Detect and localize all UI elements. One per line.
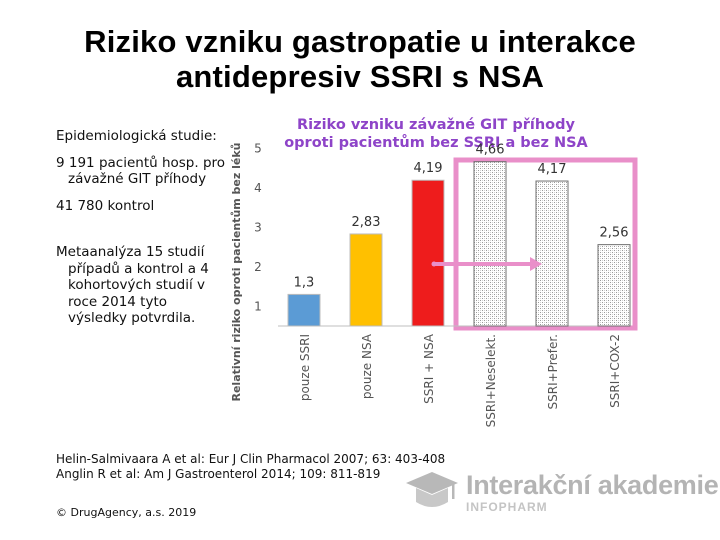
study-text-3: 41 780 kontrol: [56, 197, 155, 214]
risk-bar-chart: Riziko vzniku závažné GIT příhody oproti…: [230, 117, 638, 427]
y-tick-label: 3: [254, 220, 262, 234]
bar-5: [597, 244, 631, 327]
x-category-label: SSRI+Neselekt.: [484, 334, 498, 427]
page-title: Riziko vzniku gastropatie u interakce an…: [20, 24, 700, 94]
reference-1: Helin-Salmivaara A et al: Eur J Clin Pha…: [56, 452, 446, 466]
logo-title: Interakční akademie: [466, 470, 719, 500]
x-category-label: pouze NSA: [360, 333, 374, 399]
references: Helin-Salmivaara A et al: Eur J Clin Pha…: [56, 452, 445, 481]
chart-title-line-1: Riziko vzniku závažné GIT příhody: [297, 117, 576, 133]
title-line-1: Riziko vzniku gastropatie u interakce: [84, 24, 636, 59]
copyright: © DrugAgency, a.s. 2019: [56, 506, 197, 519]
y-tick-label: 2: [254, 260, 262, 274]
bar-value-label: 4,17: [538, 162, 567, 177]
study-text-2: 9 191 pacientů hosp. pro závažné GIT pří…: [56, 154, 226, 188]
comparison-arrow: [431, 257, 542, 271]
bar-0: [287, 293, 321, 327]
bar-value-label: 4,66: [476, 143, 505, 158]
bar-1: [349, 233, 383, 327]
x-category-label: SSRI + NSA: [422, 333, 436, 404]
highlight-box: [453, 157, 638, 331]
y-tick-label: 4: [254, 181, 262, 195]
logo: Interakční akademie INFOPHARM: [402, 466, 719, 516]
study-text-1: Epidemiologická studie:: [56, 128, 217, 144]
bar-value-label: 1,3: [294, 275, 315, 290]
y-axis-label: Relativní riziko oproti pacientům bez lé…: [230, 142, 243, 401]
x-category-label: SSRI+COX-2: [608, 334, 622, 408]
bar-value-label: 2,56: [600, 226, 629, 241]
bar-4: [535, 180, 569, 327]
bar-2: [411, 179, 445, 327]
chart-title-line-2: oproti pacientům bez SSRI a bez NSA: [284, 134, 588, 151]
study-description: Epidemiologická studie: 9 191 pacientů h…: [56, 128, 226, 337]
reference-2: Anglin R et al: Am J Gastroenterol 2014;…: [56, 466, 381, 481]
bar-value-label: 4,19: [414, 161, 443, 176]
title-line-2: antidepresiv SSRI s NSA: [175, 59, 545, 94]
x-category-label: pouze SSRI: [298, 334, 312, 401]
y-tick-label: 1: [254, 299, 262, 313]
graduation-cap-icon: [406, 472, 458, 507]
study-text-4: Metaanalýza 15 studií případů a kontrol …: [56, 244, 209, 326]
y-tick-label: 5: [254, 141, 262, 155]
x-category-label: SSRI+Prefer.: [546, 334, 560, 410]
bar-value-label: 2,83: [352, 215, 381, 230]
bar-3: [473, 161, 507, 327]
logo-subtitle: INFOPHARM: [466, 500, 548, 514]
